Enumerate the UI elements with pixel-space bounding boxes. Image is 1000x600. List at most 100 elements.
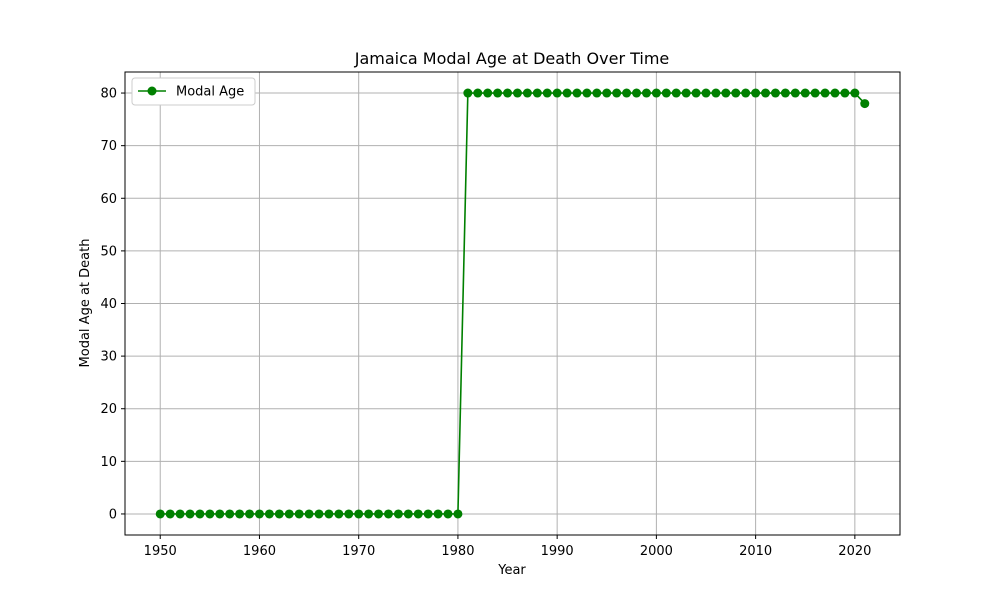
data-point bbox=[235, 509, 245, 519]
data-point bbox=[602, 88, 612, 98]
x-tick-label: 1990 bbox=[541, 544, 574, 559]
data-point bbox=[195, 509, 205, 519]
data-point bbox=[592, 88, 602, 98]
data-point bbox=[175, 509, 185, 519]
data-point bbox=[641, 88, 651, 98]
data-point bbox=[671, 88, 681, 98]
data-point bbox=[800, 88, 810, 98]
data-point bbox=[741, 88, 751, 98]
data-point bbox=[503, 88, 513, 98]
data-point bbox=[512, 88, 522, 98]
data-point bbox=[572, 88, 582, 98]
data-point bbox=[622, 88, 632, 98]
data-point bbox=[612, 88, 622, 98]
legend-label-modal-age: Modal Age bbox=[176, 85, 244, 100]
data-point bbox=[294, 509, 304, 519]
data-point bbox=[483, 88, 493, 98]
y-tick-label: 70 bbox=[100, 139, 117, 154]
data-point bbox=[770, 88, 780, 98]
data-point bbox=[721, 88, 731, 98]
legend-marker-modal-age bbox=[147, 86, 157, 96]
data-point bbox=[751, 88, 761, 98]
data-point bbox=[304, 509, 314, 519]
data-point bbox=[830, 88, 840, 98]
data-point bbox=[761, 88, 771, 98]
x-tick-label: 2000 bbox=[640, 544, 673, 559]
data-point bbox=[165, 509, 175, 519]
data-point bbox=[562, 88, 572, 98]
data-point bbox=[393, 509, 403, 519]
data-point bbox=[155, 509, 165, 519]
data-point bbox=[364, 509, 374, 519]
x-tick-label: 1950 bbox=[144, 544, 177, 559]
chart-title: Jamaica Modal Age at Death Over Time bbox=[354, 49, 670, 68]
y-tick-label: 50 bbox=[100, 244, 117, 259]
data-point bbox=[632, 88, 642, 98]
data-point bbox=[582, 88, 592, 98]
x-tick-label: 1970 bbox=[342, 544, 375, 559]
data-point bbox=[324, 509, 334, 519]
data-point bbox=[790, 88, 800, 98]
legend: Modal Age bbox=[131, 77, 256, 106]
x-tick-label: 2010 bbox=[739, 544, 772, 559]
x-axis-label: Year bbox=[497, 563, 526, 578]
x-tick-label: 1960 bbox=[243, 544, 276, 559]
x-axis: 1950 1960 1970 1980 1990 2000 2010 2020 bbox=[144, 535, 871, 559]
data-point bbox=[711, 88, 721, 98]
data-point bbox=[473, 88, 483, 98]
data-point bbox=[820, 88, 830, 98]
data-point bbox=[453, 509, 463, 519]
data-point bbox=[245, 509, 255, 519]
data-point bbox=[463, 88, 473, 98]
data-point bbox=[701, 88, 711, 98]
data-point bbox=[205, 509, 215, 519]
data-point bbox=[284, 509, 294, 519]
data-point bbox=[542, 88, 552, 98]
data-point bbox=[334, 509, 344, 519]
data-point bbox=[413, 509, 423, 519]
x-tick-label: 2020 bbox=[838, 544, 871, 559]
data-point bbox=[383, 509, 393, 519]
data-point bbox=[423, 509, 433, 519]
y-tick-label: 10 bbox=[100, 455, 117, 470]
data-point bbox=[264, 509, 274, 519]
series-layer bbox=[155, 88, 870, 519]
y-axis-label: Modal Age at Death bbox=[78, 239, 93, 368]
data-point bbox=[552, 88, 562, 98]
y-axis: 0 10 20 30 40 50 60 70 80 bbox=[100, 87, 125, 522]
y-tick-label: 20 bbox=[100, 402, 117, 417]
data-point bbox=[681, 88, 691, 98]
data-point bbox=[651, 88, 661, 98]
data-point bbox=[522, 88, 532, 98]
data-point bbox=[780, 88, 790, 98]
y-tick-label: 30 bbox=[100, 350, 117, 365]
data-point bbox=[850, 88, 860, 98]
y-tick-label: 0 bbox=[109, 507, 117, 522]
data-point bbox=[810, 88, 820, 98]
data-point bbox=[443, 509, 453, 519]
legend-box bbox=[131, 77, 256, 106]
data-point bbox=[661, 88, 671, 98]
data-point bbox=[225, 509, 235, 519]
data-point bbox=[344, 509, 354, 519]
data-point bbox=[215, 509, 225, 519]
data-point bbox=[374, 509, 384, 519]
y-tick-label: 60 bbox=[100, 192, 117, 207]
data-point bbox=[731, 88, 741, 98]
data-point bbox=[433, 509, 443, 519]
data-point bbox=[254, 509, 264, 519]
data-point bbox=[274, 509, 284, 519]
data-point bbox=[314, 509, 324, 519]
y-tick-label: 40 bbox=[100, 297, 117, 312]
data-point bbox=[354, 509, 364, 519]
data-point bbox=[493, 88, 503, 98]
x-tick-label: 1980 bbox=[441, 544, 474, 559]
y-tick-label: 80 bbox=[100, 87, 117, 102]
data-point bbox=[532, 88, 542, 98]
data-point bbox=[403, 509, 413, 519]
data-point bbox=[860, 99, 870, 109]
data-point bbox=[185, 509, 195, 519]
data-point bbox=[840, 88, 850, 98]
data-point bbox=[691, 88, 701, 98]
